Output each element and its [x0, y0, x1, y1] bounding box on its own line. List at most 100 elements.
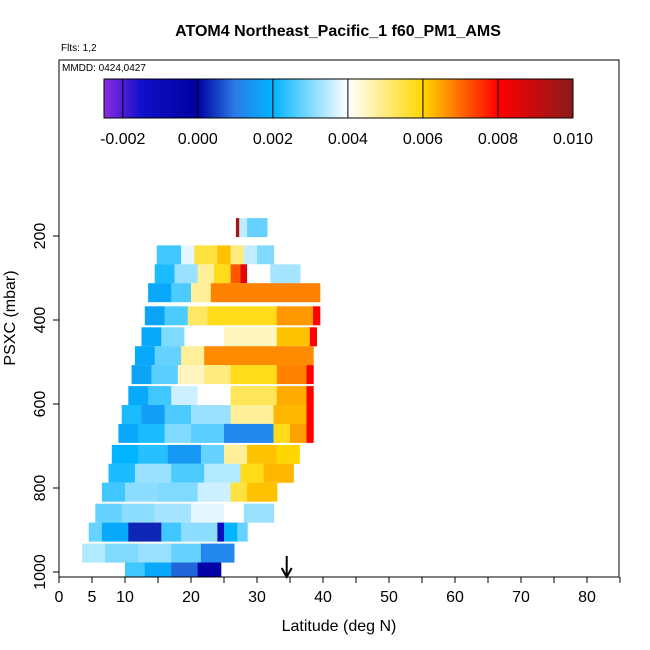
- y-tick-label: 800: [32, 475, 49, 502]
- heatmap-cell: [164, 405, 192, 424]
- heatmap-cell: [148, 386, 172, 406]
- heatmap-cell: [184, 327, 225, 347]
- heatmap-cell: [224, 444, 248, 464]
- heatmap-row: [148, 283, 321, 303]
- heatmap-cell: [276, 306, 314, 326]
- heatmap-cell: [276, 386, 308, 406]
- heatmap-cell: [240, 264, 248, 284]
- heatmap-cell: [306, 423, 314, 443]
- heatmap-row: [95, 503, 275, 523]
- heatmap-cell: [191, 283, 212, 303]
- heatmap-row: [108, 463, 294, 483]
- heatmap-cell: [191, 423, 225, 443]
- y-tick-label: 200: [32, 223, 49, 250]
- heatmap-cell: [128, 386, 149, 406]
- heatmap-cell: [263, 463, 294, 483]
- heatmap-cell: [181, 346, 205, 366]
- colorbar-tick-label: 0.010: [553, 131, 593, 148]
- heatmap-cell: [224, 503, 245, 523]
- heatmap-cell: [247, 444, 278, 464]
- heatmap-cell: [141, 327, 162, 347]
- heatmap-cell: [171, 562, 199, 577]
- arrow-head: [280, 567, 293, 580]
- heatmap-cell: [158, 482, 199, 502]
- heatmap-cell: [214, 264, 232, 284]
- heatmap-cell: [270, 264, 301, 284]
- flights-label: Flts: 1,2: [61, 43, 97, 54]
- latitude-arrow: [280, 556, 293, 580]
- heatmap-row: [121, 405, 314, 424]
- heatmap-cell: [141, 405, 166, 424]
- heatmap-cell: [138, 423, 166, 443]
- heatmap-row: [235, 218, 268, 238]
- heatmap-cell: [144, 562, 172, 577]
- heatmap-cell: [88, 522, 103, 542]
- y-tick-label: 400: [32, 307, 49, 334]
- y-axis-label: PSXC (mbar): [2, 270, 19, 365]
- heatmap-cell: [207, 306, 278, 326]
- heatmap-cell: [134, 463, 172, 483]
- heatmap-cell: [230, 365, 278, 385]
- heatmap-cell: [194, 245, 218, 265]
- heatmap-cells: [82, 218, 321, 577]
- y-axis: 200 400 600 800 1000: [32, 223, 59, 590]
- heatmap-cell: [187, 306, 209, 326]
- heatmap-cell: [125, 482, 159, 502]
- heatmap-row: [88, 522, 248, 542]
- heatmap-cell: [299, 444, 311, 464]
- x-axis: 0 5 10 20 30 40 50 60 70 80: [55, 577, 621, 606]
- dates-label: MMDD: 0424,0427: [62, 63, 146, 74]
- heatmap-cell: [197, 264, 215, 284]
- heatmap-cell: [247, 264, 271, 284]
- heatmap-cell: [224, 522, 238, 542]
- heatmap-cell: [191, 405, 232, 424]
- heatmap-cell: [138, 444, 169, 464]
- heatmap-cell: [156, 245, 182, 265]
- x-tick-label: 70: [512, 589, 530, 606]
- heatmap-cell: [230, 245, 245, 265]
- heatmap-cell: [230, 482, 248, 502]
- heatmap-cell: [82, 543, 106, 563]
- heatmap-cell: [148, 283, 172, 303]
- heatmap-cell: [240, 463, 265, 483]
- heatmap-cell: [161, 522, 182, 542]
- x-tick-label: 80: [578, 589, 596, 606]
- chart-title: ATOM4 Northeast_Pacific_1 f60_PM1_AMS: [175, 23, 501, 40]
- heatmap-row: [128, 386, 314, 406]
- heatmap-cell: [138, 543, 172, 563]
- heatmap-cell: [161, 327, 185, 347]
- heatmap-cell: [197, 386, 232, 406]
- heatmap-cell: [171, 283, 192, 303]
- heatmap-cell: [121, 503, 156, 523]
- x-axis-label: Latitude (deg N): [282, 618, 397, 635]
- heatmap-cell: [313, 306, 321, 326]
- colorbar-tick-label: 0.004: [328, 131, 368, 148]
- heatmap-cell: [247, 482, 278, 502]
- x-tick-label: 0: [55, 589, 64, 606]
- heatmap-row: [141, 327, 317, 347]
- x-tick-label: 30: [248, 589, 266, 606]
- heatmap-cell: [210, 283, 321, 303]
- heatmap-cell: [217, 522, 225, 542]
- heatmap-cell: [276, 365, 308, 385]
- heatmap-cell: [191, 503, 225, 523]
- x-tick-label: 5: [88, 589, 97, 606]
- heatmap-cell: [154, 264, 176, 284]
- heatmap-cell: [204, 365, 232, 385]
- heatmap-cell: [306, 405, 314, 424]
- heatmap-cell: [230, 264, 242, 284]
- x-tick-label: 10: [116, 589, 134, 606]
- heatmap-cell: [181, 522, 218, 542]
- heatmap-cell: [154, 346, 182, 366]
- heatmap-cell: [171, 543, 202, 563]
- colorbar-gradient: [103, 78, 574, 119]
- heatmap-row: [111, 444, 311, 464]
- colorbar-tick-label: 0.006: [403, 131, 443, 148]
- heatmap-cell: [128, 522, 162, 542]
- heatmap-row: [156, 245, 275, 265]
- heatmap-cell: [118, 423, 139, 443]
- heatmap-cell: [171, 386, 199, 406]
- heatmap-cell: [197, 562, 222, 577]
- heatmap-cell: [243, 245, 258, 265]
- x-tick-label: 40: [314, 589, 332, 606]
